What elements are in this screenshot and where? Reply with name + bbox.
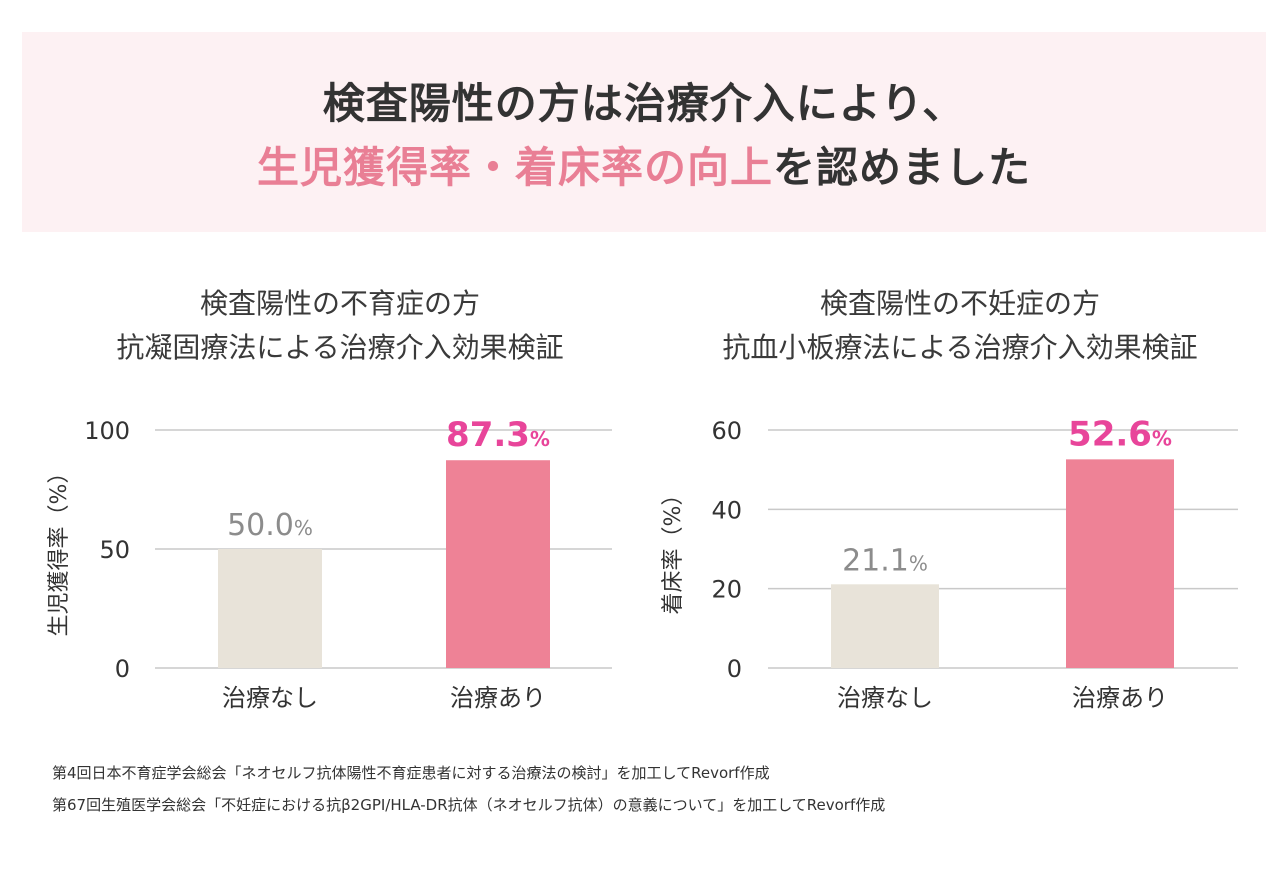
chart-1-ytick-label-1: 50 xyxy=(99,536,130,564)
chart-2-bar-1 xyxy=(1066,459,1174,668)
chart-1-ytick-label-0: 0 xyxy=(115,655,130,683)
chart-2-category-label-0: 治療なし xyxy=(837,684,933,712)
chart-1-title-line-1: 検査陽性の不育症の方 xyxy=(199,287,480,320)
headline-accent-text: 生児獲得率・着床率の向上 xyxy=(256,143,773,192)
chart-2-ytick-label-0: 0 xyxy=(727,655,742,683)
chart-2-title-line-1: 検査陽性の不妊症の方 xyxy=(819,287,1100,320)
headline-line-1: 検査陽性の方は治療介入により、 xyxy=(0,70,1288,131)
chart-2-ytick-label-1: 20 xyxy=(711,576,742,604)
chart-1-title-line-2: 抗凝固療法による治療介入効果検証 xyxy=(116,331,564,364)
chart-2-title-line-2: 抗血小板療法による治療介入効果検証 xyxy=(722,331,1198,364)
chart-2-value-label-0: 21.1% xyxy=(842,543,928,578)
chart-2-ytick-label-2: 40 xyxy=(711,496,742,524)
chart-1-category-label-1: 治療あり xyxy=(450,684,546,712)
chart-2-ytick-label-3: 60 xyxy=(711,417,742,445)
chart-2-ylabel: 着床率（%） xyxy=(661,484,686,615)
chart-1-ytick-label-2: 100 xyxy=(84,417,130,445)
headline-text-1: 検査陽性の方は治療介入により、 xyxy=(322,79,966,128)
chart-2-category-label-1: 治療あり xyxy=(1072,684,1168,712)
chart-2-title: 検査陽性の不妊症の方 抗血小板療法による治療介入効果検証 xyxy=(660,282,1260,370)
footnote-2: 第67回生殖医学会総会「不妊症における抗β2GPI/HLA-DR抗体（ネオセルフ… xyxy=(52,796,886,814)
chart-1-category-label-0: 治療なし xyxy=(222,684,318,712)
chart-2-bar-0 xyxy=(831,584,939,668)
chart-1-bar-0 xyxy=(218,549,322,668)
headline-text-2: を認めました xyxy=(773,143,1032,192)
chart-1-value-label-1: 87.3% xyxy=(446,415,550,455)
header-banner xyxy=(22,32,1266,232)
chart-1-value-label-0: 50.0% xyxy=(227,508,313,543)
chart-1-ylabel: 生児獲得率（%） xyxy=(47,462,72,637)
chart-2-value-label-1: 52.6% xyxy=(1068,414,1172,454)
chart-1-title: 検査陽性の不育症の方 抗凝固療法による治療介入効果検証 xyxy=(40,282,640,370)
headline-line-2: 生児獲得率・着床率の向上を認めました xyxy=(0,134,1288,195)
footnote-1: 第4回日本不育症学会総会「ネオセルフ抗体陽性不育症患者に対する治療法の検討」を加… xyxy=(52,764,770,782)
chart-1-bar-1 xyxy=(446,460,550,668)
